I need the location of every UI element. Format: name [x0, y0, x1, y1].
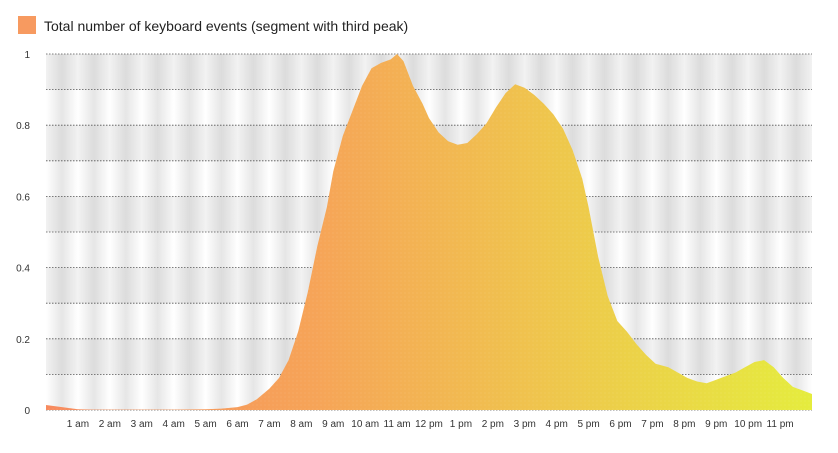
x-tick-label: 1 pm	[450, 419, 472, 430]
x-tick-label: 9 am	[322, 419, 344, 430]
y-tick-label: 0.8	[16, 121, 30, 132]
x-tick-label: 3 am	[131, 419, 153, 430]
legend-label: Total number of keyboard events (segment…	[44, 18, 408, 34]
x-tick-label: 12 pm	[415, 419, 443, 430]
x-tick-label: 7 pm	[641, 419, 663, 430]
x-tick-label: 10 am	[351, 419, 379, 430]
horizontal-stripe	[46, 54, 812, 90]
x-tick-label: 4 am	[163, 419, 185, 430]
y-axis-ticks: 0 0.2 0.4 0.6 0.8 1	[16, 50, 30, 417]
y-tick-label: 0.6	[16, 192, 30, 203]
x-tick-label: 8 am	[290, 419, 312, 430]
y-tick-label: 1	[24, 50, 30, 61]
y-tick-label: 0.4	[16, 264, 30, 275]
legend-swatch	[18, 16, 36, 34]
x-tick-label: 6 am	[226, 419, 248, 430]
series-area	[46, 54, 812, 410]
x-tick-label: 6 pm	[609, 419, 631, 430]
x-tick-label: 3 pm	[514, 419, 536, 430]
x-tick-label: 1 am	[67, 419, 89, 430]
x-tick-label: 4 pm	[546, 419, 568, 430]
series-area-texture	[46, 54, 812, 410]
x-tick-label: 7 am	[258, 419, 280, 430]
x-tick-label: 2 am	[99, 419, 121, 430]
x-tick-label: 10 pm	[734, 419, 762, 430]
x-tick-label: 8 pm	[673, 419, 695, 430]
y-tick-label: 0	[24, 406, 30, 417]
x-tick-label: 2 pm	[482, 419, 504, 430]
x-axis-ticks: 1 am 2 am 3 am 4 am 5 am 6 am 7 am 8 am 9 am 10 a…	[67, 419, 794, 430]
x-tick-label: 11 pm	[767, 419, 794, 430]
x-tick-label: 5 pm	[577, 419, 599, 430]
legend: Total number of keyboard events (segment…	[18, 16, 408, 34]
x-tick-label: 11 am	[384, 419, 411, 430]
x-tick-label: 9 pm	[705, 419, 727, 430]
y-tick-label: 0.2	[16, 335, 30, 346]
x-tick-label: 5 am	[194, 419, 216, 430]
